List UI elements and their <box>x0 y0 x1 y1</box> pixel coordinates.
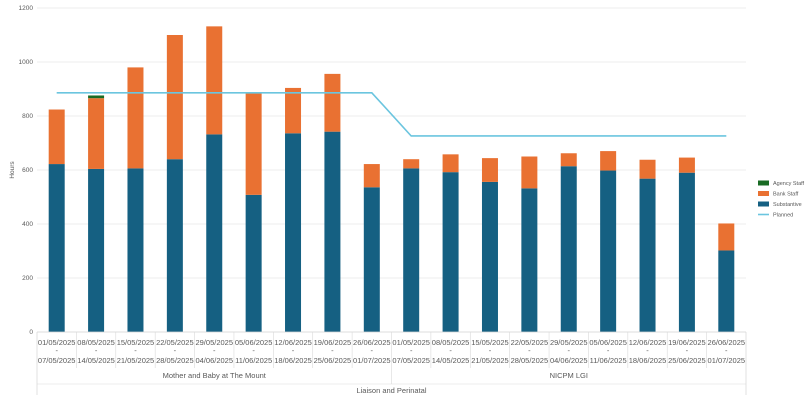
x-tick-label-sep: - <box>489 346 492 355</box>
y-tick-label: 1200 <box>19 5 34 12</box>
group-label: Mother and Baby at The Mount <box>163 371 267 380</box>
x-tick-label-sep: - <box>292 346 295 355</box>
legend-label: Substantive <box>773 202 802 208</box>
bar-bank-staff <box>679 158 695 173</box>
bar-substantive <box>324 132 340 332</box>
bar-bank-staff <box>246 93 262 195</box>
bar-bank-staff <box>640 160 656 179</box>
x-tick-label-end: 07/05/2025 <box>392 356 430 365</box>
legend: Agency Staff Bank Staff Substantive Planned <box>758 181 805 219</box>
x-tick-label-end: 01/07/2025 <box>708 356 746 365</box>
x-tick-label-sep: - <box>371 346 374 355</box>
bar-agency-staff <box>88 95 104 98</box>
x-tick-label-end: 14/05/2025 <box>77 356 115 365</box>
x-tick-label-sep: - <box>331 346 334 355</box>
bar-substantive <box>718 250 734 332</box>
x-tick-label-sep: - <box>213 346 216 355</box>
y-tick-label: 0 <box>29 329 33 336</box>
bar-bank-staff <box>49 110 65 165</box>
planned-line-layer <box>57 93 727 136</box>
x-tick-label-end: 25/06/2025 <box>314 356 352 365</box>
bar-bank-staff <box>521 157 537 189</box>
y-tick-label: 1000 <box>19 59 34 66</box>
bar-bank-staff <box>718 223 734 250</box>
x-tick-label-sep: - <box>55 346 58 355</box>
x-tick-label-sep: - <box>174 346 177 355</box>
top-group-label: Liaison and Perinatal <box>356 386 426 395</box>
x-tick-label-end: 28/05/2025 <box>511 356 549 365</box>
x-tick-label-sep: - <box>410 346 413 355</box>
bar-bank-staff <box>88 98 104 169</box>
bar-bank-staff <box>285 88 301 133</box>
bar-bank-staff <box>443 154 459 172</box>
y-tick-label: 200 <box>22 275 33 282</box>
x-tick-label-end: 11/06/2025 <box>590 356 627 365</box>
legend-swatch-substantive <box>758 202 769 207</box>
x-tick-label-end: 18/06/2025 <box>274 356 312 365</box>
bar-substantive <box>403 168 419 332</box>
x-tick-label-sep: - <box>528 346 531 355</box>
x-tick-label-end: 01/07/2025 <box>353 356 391 365</box>
bar-bank-staff <box>364 164 380 187</box>
planned-line <box>57 93 727 136</box>
bars <box>49 26 735 332</box>
bar-substantive <box>285 133 301 332</box>
bar-substantive <box>443 172 459 332</box>
x-tick-label-sep: - <box>134 346 137 355</box>
x-tick-label-end: 11/06/2025 <box>235 356 272 365</box>
bar-bank-staff <box>206 26 222 134</box>
bar-bank-staff <box>482 158 498 182</box>
x-tick-label-end: 21/05/2025 <box>471 356 509 365</box>
y-tick-label: 400 <box>22 221 33 228</box>
x-tick-label-end: 04/06/2025 <box>195 356 233 365</box>
bar-substantive <box>364 187 380 332</box>
bar-substantive <box>600 171 616 332</box>
x-tick-label-sep: - <box>725 346 728 355</box>
bar-substantive <box>246 195 262 332</box>
y-tick-label: 600 <box>22 167 33 174</box>
bar-substantive <box>88 169 104 332</box>
bar-substantive <box>127 168 143 332</box>
bar-substantive <box>167 159 183 332</box>
bar-substantive <box>521 188 537 332</box>
bar-bank-staff <box>324 74 340 132</box>
bar-substantive <box>49 164 65 332</box>
x-tick-label-end: 28/05/2025 <box>156 356 194 365</box>
bar-bank-staff <box>403 159 419 168</box>
x-tick-label-sep: - <box>686 346 689 355</box>
y-axis-label: Hours <box>9 161 16 179</box>
legend-label: Bank Staff <box>773 192 799 198</box>
x-tick-label-sep: - <box>646 346 649 355</box>
bar-substantive <box>640 179 656 332</box>
x-tick-label-end: 04/06/2025 <box>550 356 588 365</box>
x-tick-label-sep: - <box>607 346 610 355</box>
y-tick-label: 800 <box>22 113 33 120</box>
bar-bank-staff <box>600 151 616 170</box>
x-tick-label-end: 18/06/2025 <box>629 356 667 365</box>
x-tick-label-sep: - <box>449 346 452 355</box>
x-tick-label-sep: - <box>568 346 571 355</box>
bar-substantive <box>561 166 577 332</box>
x-tick-label-end: 21/05/2025 <box>117 356 155 365</box>
bar-bank-staff <box>167 35 183 159</box>
legend-label: Planned <box>773 213 793 219</box>
x-tick-label-end: 25/06/2025 <box>668 356 706 365</box>
group-label: NICPM LGI <box>550 371 588 380</box>
legend-swatch-agency-staff <box>758 181 769 186</box>
legend-label: Agency Staff <box>773 181 805 187</box>
bar-substantive <box>482 182 498 332</box>
x-tick-label-end: 14/05/2025 <box>432 356 470 365</box>
bar-substantive <box>206 134 222 332</box>
legend-swatch-bank-staff <box>758 191 769 196</box>
x-tick-label-sep: - <box>95 346 98 355</box>
bar-bank-staff <box>127 67 143 168</box>
bar-substantive <box>679 173 695 332</box>
bar-bank-staff <box>561 153 577 166</box>
x-tick-label-end: 07/05/2025 <box>38 356 76 365</box>
x-tick-label-sep: - <box>252 346 255 355</box>
